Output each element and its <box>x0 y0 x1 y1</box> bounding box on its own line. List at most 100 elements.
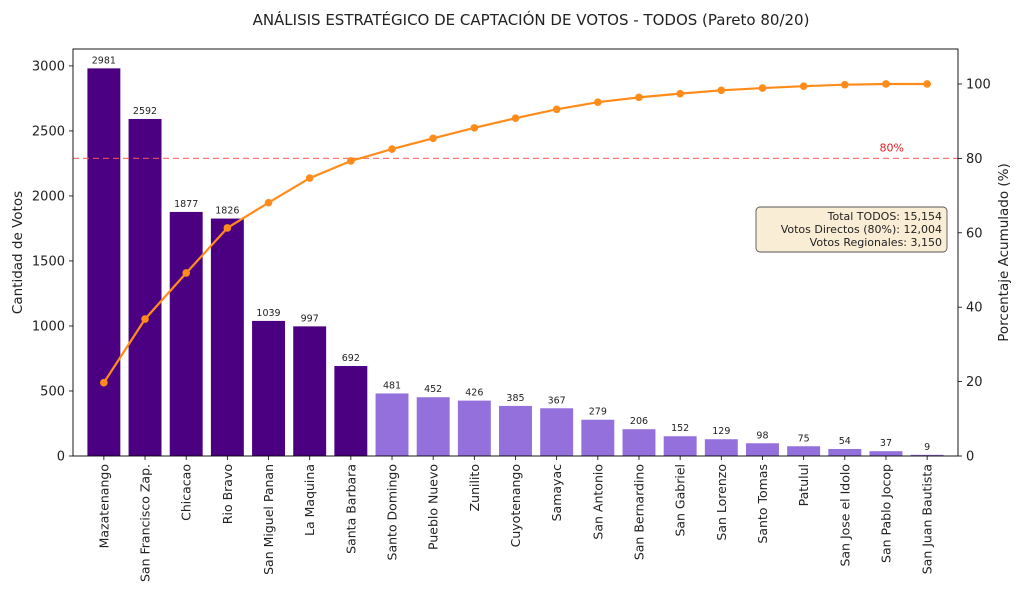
bar-value-label: 2981 <box>92 55 116 66</box>
info-box <box>755 206 948 253</box>
cumulative-point <box>841 80 849 89</box>
bar-value-label: 1039 <box>256 308 280 319</box>
y2-axis-label: Porcentaje Acumulado (%) <box>996 163 1012 342</box>
cumulative-point <box>182 269 190 277</box>
info-box-line: Votos Directos (80%): 12,004 <box>781 223 942 236</box>
bar-3 <box>210 218 244 456</box>
bar-0 <box>87 68 121 457</box>
cumulative-point <box>676 89 684 98</box>
bar-value-label: 129 <box>712 426 730 437</box>
y2-tick-label: 100 <box>966 77 991 92</box>
cumulative-point <box>100 378 108 387</box>
y-tick-label: 1000 <box>32 319 65 334</box>
cumulative-point <box>717 86 726 95</box>
bar-value-label: 9 <box>924 442 930 453</box>
bar-12 <box>581 419 615 456</box>
x-tick-label: Patulul <box>796 464 811 506</box>
x-tick-label: Zunilito <box>467 464 482 511</box>
cumulative-point <box>511 114 520 122</box>
x-tick-label: San Antonio <box>590 464 605 540</box>
y-tick-label: 0 <box>57 450 65 465</box>
cumulative-point <box>882 80 890 88</box>
bar-1 <box>128 118 162 457</box>
bar-value-label: 385 <box>506 393 524 404</box>
x-tick-label: Santa Barbara <box>343 464 358 554</box>
cumulative-point <box>223 224 232 232</box>
bar-10 <box>499 405 532 456</box>
cumulative-point <box>388 145 396 153</box>
bar-value-label: 1826 <box>215 206 239 217</box>
x-tick-label: San Miguel Panan <box>261 464 276 575</box>
cumulative-line-layer <box>100 80 931 387</box>
x-tick-label: San Bernardino <box>631 464 646 560</box>
bar-value-label: 98 <box>756 430 768 441</box>
cumulative-point <box>635 93 643 102</box>
plot-frame <box>72 48 959 457</box>
y2-tick-label: 40 <box>966 301 983 316</box>
bar-5 <box>293 326 327 456</box>
x-tick-label: San Gabriel <box>673 464 688 537</box>
chart-title: ANÁLISIS ESTRATÉGICO DE CAPTACIÓN DE VOT… <box>253 10 810 29</box>
x-tick-label: San Pablo Jocop <box>878 464 893 563</box>
threshold-label: 80% <box>880 141 904 154</box>
bar-20 <box>910 454 944 456</box>
y-tick-label: 2500 <box>32 124 65 139</box>
cumulative-point <box>305 174 314 182</box>
x-tick-label: Samayac <box>549 464 564 521</box>
bars-layer: 2981 2592 1877 1826 1039 997 692 481 452 426 385 36… <box>87 55 944 457</box>
y2-tick-label: 60 <box>966 226 983 241</box>
bar-8 <box>416 397 450 456</box>
x-tick-label: Mazatenango <box>96 464 111 548</box>
cumulative-point <box>923 80 931 88</box>
y-tick-label: 2000 <box>32 189 65 204</box>
y-tick-label: 500 <box>40 384 65 399</box>
bar-7 <box>375 393 409 456</box>
bar-value-label: 426 <box>465 388 483 399</box>
bar-9 <box>457 400 491 456</box>
x-tick-label: Santo Domingo <box>385 464 400 560</box>
x-tick-label: La Maquina <box>302 464 317 536</box>
x-tick-label: San Jose el Idolo <box>837 464 852 567</box>
cumulative-point <box>594 98 602 106</box>
bar-value-label: 152 <box>671 423 689 434</box>
y-tick-label: 3000 <box>32 59 65 74</box>
cumulative-point <box>141 315 149 323</box>
y2-tick-label: 0 <box>966 450 974 465</box>
bar-17 <box>787 446 821 456</box>
bar-value-label: 54 <box>839 436 851 447</box>
y-axis-label: Cantidad de Votos <box>10 191 26 314</box>
x-tick-label: Santo Tomas <box>755 464 770 544</box>
bar-18 <box>828 448 862 456</box>
x-tick-label: San Francisco Zap. <box>138 464 153 582</box>
bar-value-label: 692 <box>342 353 360 364</box>
x-tick-label: San Juan Bautista <box>920 464 935 574</box>
cumulative-point <box>470 124 479 132</box>
x-tick-label: Cuyotenango <box>508 464 523 547</box>
info-box-line: Votos Regionales: 3,150 <box>810 236 942 249</box>
y-tick-label: 1500 <box>32 254 65 269</box>
bar-value-label: 997 <box>301 313 319 324</box>
axes-layer: Mazatenango San Francisco Zap. Chicacao Rio… <box>10 48 1012 582</box>
y2-tick-label: 80 <box>966 152 983 167</box>
bar-value-label: 279 <box>589 407 607 418</box>
x-tick-label: Chicacao <box>179 464 194 521</box>
cumulative-point <box>347 157 355 165</box>
bar-value-label: 75 <box>798 433 810 444</box>
x-tick-label: Rio Bravo <box>220 464 235 524</box>
info-box-line: Total TODOS: 15,154 <box>827 210 942 223</box>
bar-value-label: 206 <box>630 416 648 427</box>
bar-13 <box>622 429 656 456</box>
cumulative-point <box>264 198 273 207</box>
bar-15 <box>704 439 738 456</box>
bar-value-label: 481 <box>383 380 401 391</box>
bar-value-label: 37 <box>880 438 892 449</box>
bar-6 <box>334 366 368 456</box>
bar-14 <box>663 436 697 456</box>
cumulative-point <box>758 84 767 92</box>
bar-2 <box>169 211 203 456</box>
bar-value-label: 2592 <box>133 106 157 117</box>
bar-value-label: 452 <box>424 384 442 395</box>
x-tick-label: San Lorenzo <box>714 464 729 541</box>
